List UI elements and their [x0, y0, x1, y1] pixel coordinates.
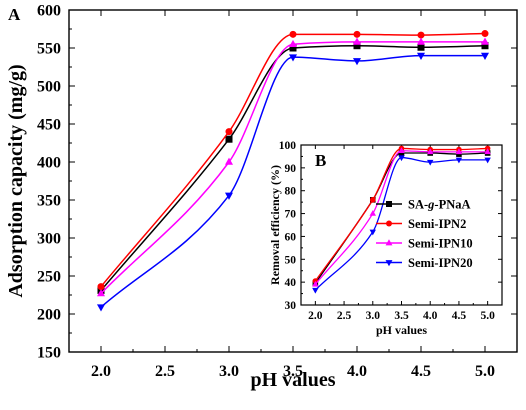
main-data-point-Semi-IPN10	[96, 289, 106, 297]
main-data-point-SA-g-PNaA	[289, 44, 297, 52]
inset-data-point-SA-g-PNaA	[398, 150, 405, 156]
inset-data-point-Semi-IPN20	[312, 287, 319, 294]
inset-data-point-Semi-IPN10	[398, 147, 405, 153]
legend-marker-Semi-IPN10	[385, 239, 393, 246]
inset-x-tick-label: 4.0	[423, 310, 438, 322]
main-data-point-Semi-IPN20	[224, 192, 234, 200]
main-data-point-SA-g-PNaA	[225, 135, 233, 143]
inset-data-point-Semi-IPN2	[369, 197, 376, 203]
inset-x-tick-label: 3.0	[366, 310, 381, 322]
legend-label: Semi-IPN2	[408, 217, 466, 231]
legend-label: SA-g-PNaA	[408, 198, 471, 212]
inset-y-tick-label: 90	[285, 163, 297, 175]
inset-data-point-Semi-IPN10	[312, 280, 319, 287]
inset-data-point-Semi-IPN20	[426, 159, 434, 166]
main-y-tick-label: 250	[37, 269, 61, 286]
main-y-axis-title: Adsorption capacity (mg/g)	[5, 64, 27, 297]
inset-x-axis-title: pH values	[376, 323, 427, 337]
panel-a-label: A	[8, 5, 21, 24]
main-x-tick-label: 3.0	[219, 363, 239, 380]
inset-y-tick-label: 80	[285, 186, 297, 198]
main-data-point-Semi-IPN2	[353, 30, 361, 38]
inset-x-tick-label: 2.0	[308, 310, 323, 322]
main-data-point-Semi-IPN10	[288, 39, 298, 47]
inset-y-tick-label: 50	[285, 254, 297, 266]
inset-data-point-Semi-IPN10	[455, 148, 463, 155]
main-data-point-Semi-IPN2	[225, 128, 233, 136]
main-data-point-Semi-IPN10	[224, 157, 234, 165]
inset-data-point-SA-g-PNaA	[456, 151, 462, 157]
main-x-axis-title: pH values	[250, 369, 335, 391]
main-x-tick-label: 5.0	[475, 363, 495, 380]
main-y-tick-label: 500	[37, 79, 61, 96]
legend-marker-Semi-IPN2	[386, 220, 392, 227]
main-data-point-SA-g-PNaA	[417, 43, 425, 51]
inset-data-point-Semi-IPN20	[398, 155, 405, 162]
main-y-tick-label: 200	[37, 307, 61, 324]
main-y-tick-label: 600	[37, 3, 61, 20]
main-y-tick-label: 550	[37, 41, 61, 58]
inset-data-point-Semi-IPN10	[484, 148, 491, 155]
main-data-point-Semi-IPN2	[289, 30, 297, 38]
inset-data-point-Semi-IPN20	[484, 157, 491, 164]
main-data-point-Semi-IPN10	[416, 37, 426, 45]
main-x-tick-label: 4.0	[347, 363, 367, 380]
inset-x-tick-label: 4.5	[452, 310, 467, 322]
main-y-tick-label: 300	[37, 231, 61, 248]
legend-marker-SA-g-PNaA	[386, 201, 392, 207]
main-y-tick-label: 400	[37, 155, 61, 172]
inset-y-tick-label: 100	[279, 140, 297, 152]
main-data-point-Semi-IPN20	[96, 304, 106, 312]
inset-y-tick-label: 40	[285, 277, 297, 289]
panel-b-label: B	[315, 151, 326, 170]
inset-y-tick-label: 60	[285, 231, 297, 243]
legend-label: Semi-IPN10	[408, 237, 473, 251]
main-data-point-Semi-IPN20	[288, 54, 298, 62]
inset-y-axis-title: Removal efficiency (%)	[268, 165, 282, 285]
main-y-tick-label: 350	[37, 193, 61, 210]
main-x-tick-label: 2.0	[91, 363, 111, 380]
main-data-point-Semi-IPN20	[352, 58, 362, 66]
main-x-tick-label: 2.5	[155, 363, 175, 380]
main-x-tick-label: 3.5	[283, 363, 303, 380]
legend-marker-Semi-IPN20	[385, 260, 393, 267]
inset-x-tick-label: 2.5	[337, 310, 352, 322]
inset-data-point-Semi-IPN10	[426, 148, 434, 155]
main-x-tick-label: 4.5	[411, 363, 431, 380]
main-data-point-Semi-IPN2	[481, 30, 489, 38]
inset-plot-frame	[300, 144, 503, 306]
inset-data-point-Semi-IPN10	[369, 210, 377, 216]
inset-y-tick-label: 30	[285, 300, 297, 312]
legend-label: Semi-IPN20	[408, 256, 473, 270]
main-data-point-Semi-IPN20	[416, 52, 426, 60]
main-y-tick-label: 450	[37, 117, 61, 134]
inset-data-point-Semi-IPN20	[369, 229, 377, 236]
main-data-point-SA-g-PNaA	[353, 42, 361, 50]
inset-x-tick-label: 5.0	[480, 310, 495, 322]
main-data-point-Semi-IPN20	[480, 52, 490, 60]
main-data-point-Semi-IPN2	[97, 283, 105, 291]
inset-data-point-Semi-IPN20	[455, 157, 463, 164]
main-data-point-Semi-IPN2	[417, 31, 425, 39]
main-data-point-Semi-IPN10	[352, 37, 362, 45]
main-y-tick-label: 150	[37, 345, 61, 362]
inset-x-tick-label: 3.5	[394, 310, 409, 322]
main-data-point-Semi-IPN10	[480, 37, 490, 45]
inset-y-tick-label: 70	[285, 209, 297, 221]
inset-chart: 2.0 2.5 3.0 3.5 4.0 4.5 5.0 30 40 50 60 70 80 90 100 pH…	[268, 140, 503, 337]
main-data-point-SA-g-PNaA	[481, 42, 489, 50]
